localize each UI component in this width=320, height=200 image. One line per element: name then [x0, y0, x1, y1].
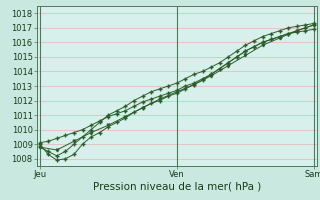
X-axis label: Pression niveau de la mer( hPa ): Pression niveau de la mer( hPa ) — [93, 182, 261, 192]
